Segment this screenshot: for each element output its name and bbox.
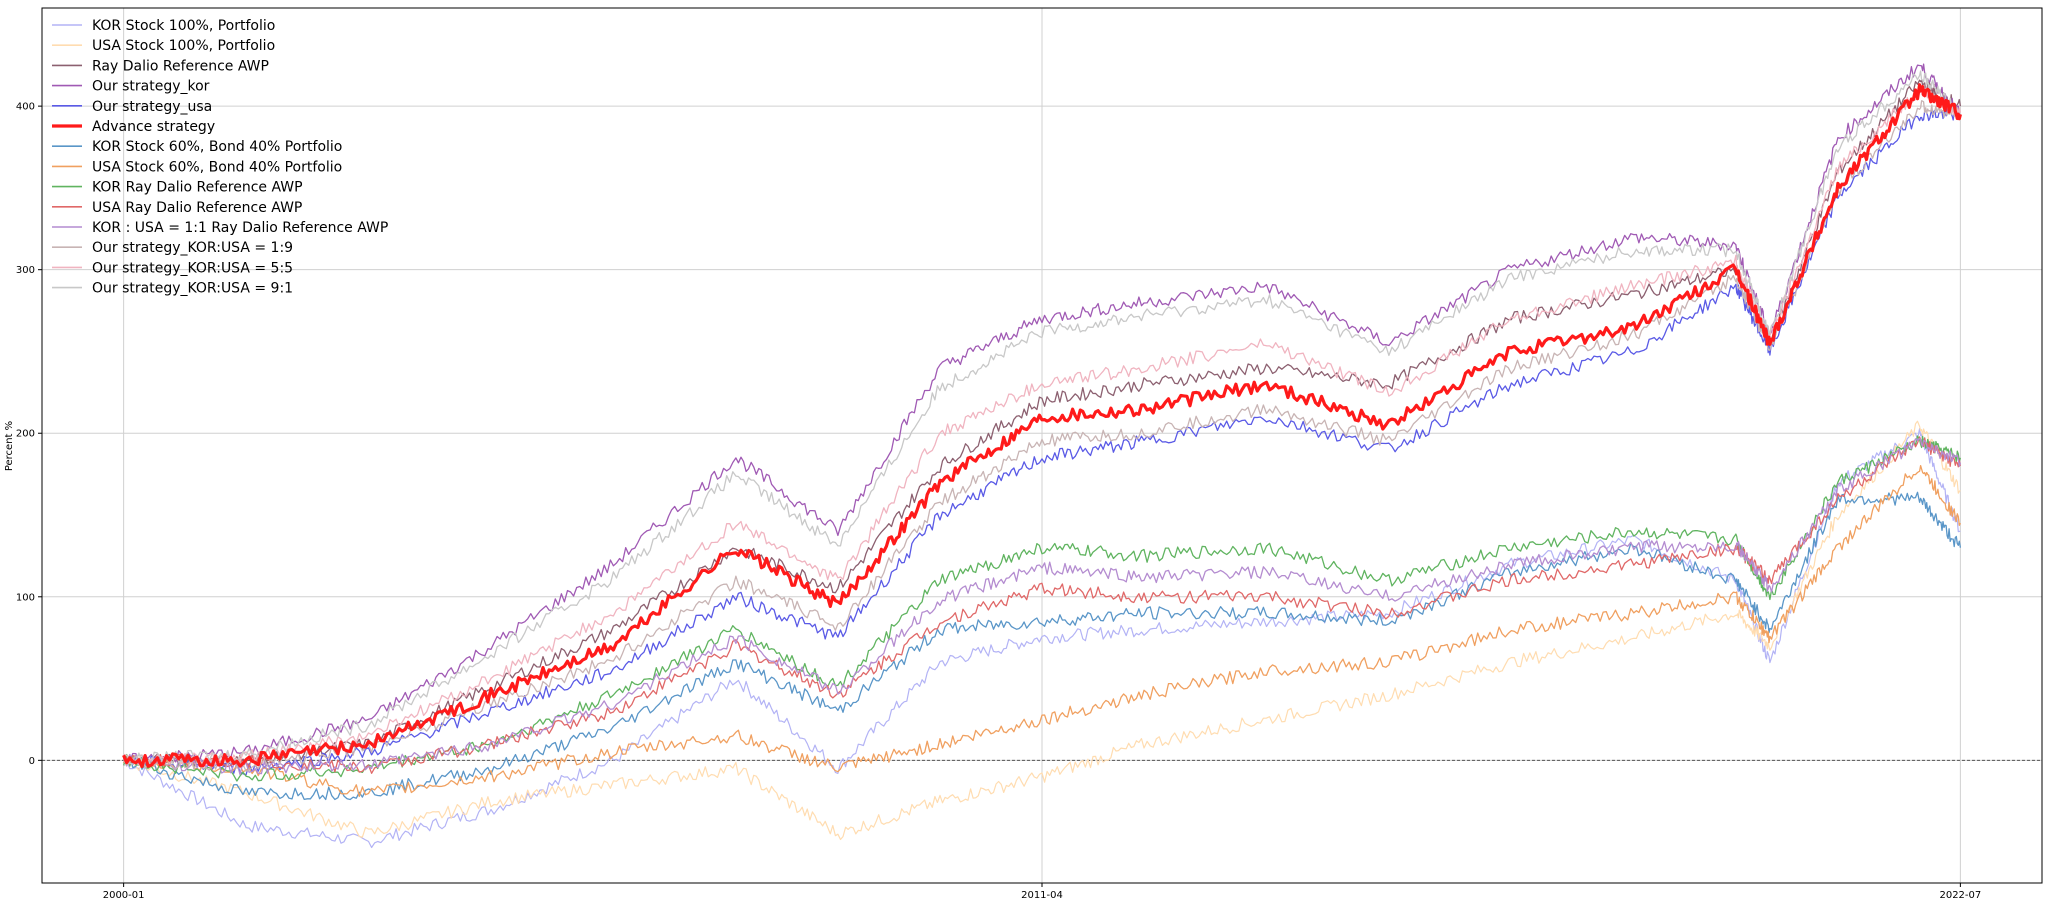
legend-entry: Our strategy_KOR:USA = 9:1 <box>92 281 293 297</box>
legend-entry: USA Stock 100%, Portfolio <box>92 38 275 54</box>
legend-entry: USA Ray Dalio Reference AWP <box>92 200 302 216</box>
y-tick-label: 300 <box>16 265 35 276</box>
legend-entry: USA Stock 60%, Bond 40% Portfolio <box>92 159 342 175</box>
series-line-1 <box>123 428 1961 849</box>
legend-entry: KOR Stock 100%, Portfolio <box>92 18 275 34</box>
x-tick-label: 2011-04 <box>1021 890 1063 901</box>
y-tick-label: 0 <box>29 756 35 767</box>
y-tick-label: 400 <box>16 102 35 113</box>
y-tick-label: 200 <box>16 429 35 440</box>
series-line-8 <box>122 464 1961 798</box>
legend: KOR Stock 100%, Portfolio USA Stock 100%,… <box>52 18 388 297</box>
legend-entry: Advance strategy <box>92 119 215 135</box>
legend-entry: KOR Stock 60%, Bond 40% Portfolio <box>92 139 342 155</box>
series-line-6 <box>122 83 1962 769</box>
series-line-2 <box>123 420 1961 841</box>
series-line-12 <box>123 100 1962 772</box>
series-line-5 <box>123 107 1962 776</box>
series-line-13 <box>123 86 1962 766</box>
x-tick-label: 2022-07 <box>1939 890 1981 901</box>
series-line-14 <box>123 70 1962 767</box>
legend-entry: Our strategy_kor <box>92 79 210 95</box>
legend-entry: Ray Dalio Reference AWP <box>92 58 269 74</box>
legend-entry: Our strategy_KOR:USA = 1:9 <box>92 240 293 256</box>
legend-entry: Our strategy_KOR:USA = 5:5 <box>92 260 293 276</box>
x-axis-ticks: 2000-01 2011-04 2022-07 <box>103 883 1981 901</box>
y-axis-label: Percent % <box>4 421 15 471</box>
series-line-10 <box>123 436 1962 774</box>
legend-entry: KOR : USA = 1:1 Ray Dalio Reference AWP <box>92 220 388 236</box>
series-lines <box>122 63 1962 849</box>
legend-entry: KOR Ray Dalio Reference AWP <box>92 180 303 196</box>
series-line-7 <box>123 491 1962 801</box>
y-axis-ticks: 0 100 200 300 400 <box>16 102 42 767</box>
series-line-11 <box>122 437 1962 776</box>
x-tick-label: 2000-01 <box>103 890 145 901</box>
legend-entry: Our strategy_usa <box>92 99 212 115</box>
y-tick-label: 100 <box>16 592 35 603</box>
